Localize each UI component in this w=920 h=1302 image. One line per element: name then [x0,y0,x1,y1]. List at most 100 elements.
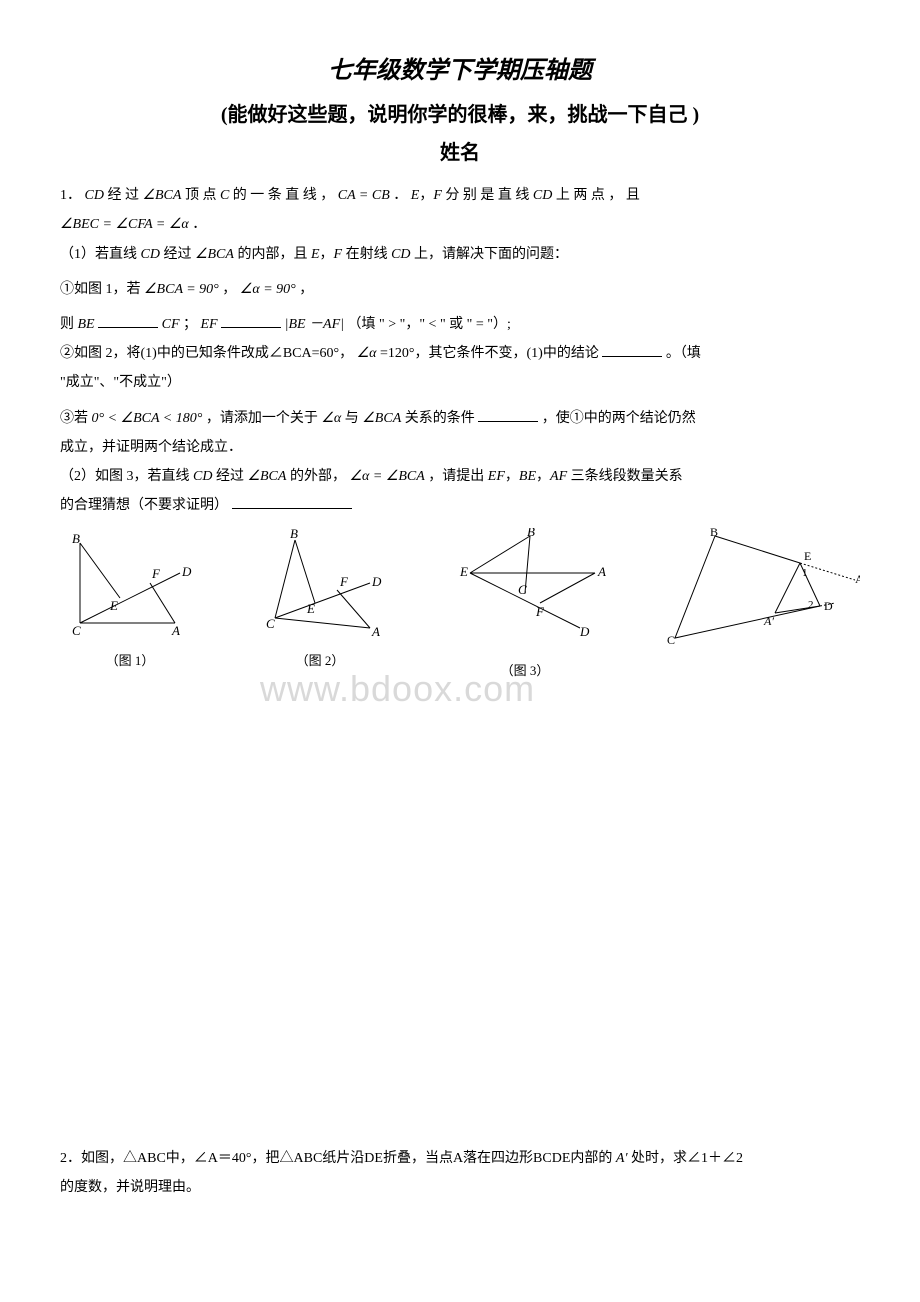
figures-row: B F D E C A （图 1） B F D E C A （图 2） [60,528,860,683]
figure-4: B E A C A′ D 1 2 [660,528,860,683]
label-B: B [290,528,298,541]
problem-1-part2b: 的合理猜想（不要求证明） [60,493,860,518]
problem-1-part2: （2）如图 3，若直线 CD 经过 ∠BCA 的外部， ∠α = ∠BCA ，请… [60,464,860,489]
label-F: F [339,574,349,589]
fill-blank[interactable] [602,342,662,357]
text: ③若 [60,411,88,426]
math: AF [550,469,567,484]
text: 经过 [216,469,244,484]
text: ，使①中的两个结论仍然 [542,411,696,426]
math: C [220,188,229,203]
label-F: F [535,604,545,619]
label-D: D [371,574,382,589]
text: 经过 [163,247,191,262]
figure-1: B F D E C A （图 1） [60,528,200,683]
text: 。（填 [666,346,701,361]
page-title: 七年级数学下学期压轴题 [60,50,860,93]
math: EF [201,317,218,332]
label-1: 1 [802,567,808,579]
label-B: B [72,531,80,546]
problem-1-q3: ③若 0° < ∠BCA < 180° ，请添加一个关于 ∠α 与 ∠BCA 关… [60,406,860,431]
fill-blank[interactable] [232,494,352,509]
label-E: E [306,601,315,616]
text: 上，请解决下面的问题： [414,247,568,262]
text: 顶 点 [185,188,220,203]
figure-2: B F D E C A （图 2） [250,528,390,683]
label-F: F [151,566,161,581]
text: ． [393,188,411,203]
math: CF [162,317,180,332]
text: ①如图 1，若 [60,282,141,297]
text: 与 [345,411,359,426]
fill-blank[interactable] [478,407,538,422]
text: 的合理猜想（不要求证明） [60,498,228,513]
text: 处时，求∠1＋∠2 [631,1151,743,1166]
math: ∠α = ∠BCA [349,469,424,484]
figure-2-svg: B F D E C A [250,528,390,638]
label-B: B [710,528,718,539]
figure-2-caption: （图 2） [250,649,390,672]
text: 在射线 [346,247,388,262]
text: 成立，并证明两个结论成立． [60,440,242,455]
text: 关系的条件 [405,411,475,426]
text: 2．如图，△ABC中，∠A＝40°，把△ABC纸片沿DE折叠，当点A落在四边形B… [60,1151,612,1166]
label-Aprime: A′ [763,614,774,628]
label-B: B [527,528,535,539]
math: CD [85,188,104,203]
problem-1-q2: ②如图 2，将(1)中的已知条件改成∠BCA=60°， ∠α =120°，其它条… [60,341,860,366]
text: ， [222,282,236,297]
math: E [411,188,420,203]
math: ∠BCA [247,469,286,484]
problem-1-q2b: "成立"、"不成立"） [60,370,860,395]
figure-4-caption [660,659,860,682]
math: ∠α [357,346,377,361]
label-D: D [181,564,192,579]
text: ，请添加一个关于 [206,411,318,426]
problem-1-intro: 1． CD 经 过 ∠BCA 顶 点 C 的 一 条 直 线 ， CA = CB… [60,183,860,208]
math: F [334,247,343,262]
figure-4-svg: B E A C A′ D 1 2 [660,528,860,648]
text: 的内部，且 [237,247,307,262]
text: （2）如图 3，若直线 [60,469,190,484]
problem-2b: 的度数，并说明理由。 [60,1175,860,1200]
name-label: 姓名 [60,135,860,171]
page-subtitle: (能做好这些题，说明你学的很棒，来，挑战一下自己 ) [60,97,860,133]
fill-blank[interactable] [98,313,158,328]
math: ∠BCA [362,411,401,426]
fill-blank[interactable] [221,313,281,328]
label-2: 2 [808,599,814,611]
text: ②如图 2，将(1)中的已知条件改成∠BCA=60°， [60,346,353,361]
label-D: D [579,624,590,639]
math: ∠BCA = 90° [144,282,219,297]
problem-1-then: 则 BE CF ； EF |BE －AF| （填 " > "，" < " 或 "… [60,312,860,337]
text: 经 过 [107,188,142,203]
text: 则 [60,317,74,332]
math: CD [193,469,212,484]
math: |BE －AF| [285,317,344,332]
label-A: A [597,564,606,579]
text: （填 " > "，" < " 或 " = "）; [348,317,511,332]
math: 0° < ∠BCA < 180° [92,411,203,426]
math: ∠α = 90° [240,282,296,297]
math: CD [391,247,410,262]
figure-1-svg: B F D E C A [60,528,200,638]
answer-space [60,722,860,1142]
text: 上 两 点 ， 且 [556,188,640,203]
label-C: C [667,633,675,647]
text: 1． [60,188,81,203]
label-C: C [72,623,81,638]
math: CA = CB [338,188,390,203]
problem-1-line2: ∠BEC = ∠CFA = ∠α ． [60,212,860,237]
text: （1）若直线 [60,247,137,262]
text: ． [192,217,206,232]
text: ， [299,282,313,297]
figure-3-svg: B E A C F D [440,528,610,648]
math: F [433,188,442,203]
label-A: A [171,623,180,638]
problem-1-part1: （1）若直线 CD 经过 ∠BCA 的内部，且 E，F 在射线 CD 上，请解决… [60,242,860,267]
label-E: E [109,598,118,613]
figure-3-caption: （图 3） [440,659,610,682]
label-A: A [371,624,380,638]
math: CD [533,188,552,203]
math: A′ [616,1151,628,1166]
